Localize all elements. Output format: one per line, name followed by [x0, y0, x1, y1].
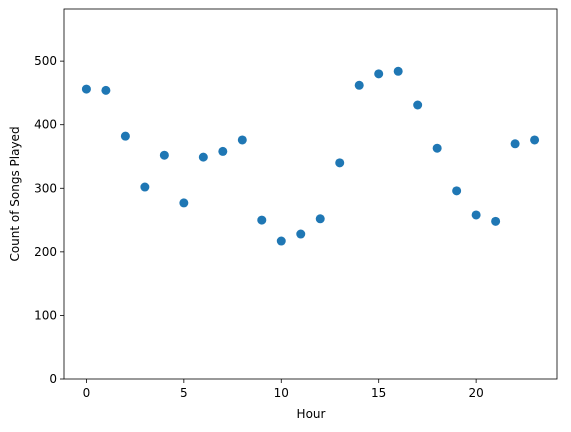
point: [354, 80, 364, 90]
point: [81, 84, 91, 94]
point: [374, 69, 384, 79]
y-tick-label: 400: [34, 118, 57, 132]
x-tick-label: 5: [180, 386, 188, 400]
y-tick-label: 0: [49, 372, 57, 386]
point: [237, 135, 247, 145]
plot-frame: [63, 8, 558, 380]
y-tick-label: 200: [34, 245, 57, 259]
point: [257, 215, 267, 225]
y-tick-label: 300: [34, 181, 57, 195]
x-tick-label: 0: [83, 386, 91, 400]
x-tick-label: 15: [371, 386, 386, 400]
point: [452, 186, 462, 196]
y-axis-label: Count of Songs Played: [8, 126, 22, 261]
point: [179, 198, 189, 208]
point: [413, 100, 423, 110]
point: [530, 135, 540, 145]
point: [159, 150, 169, 160]
x-tick-label: 20: [468, 386, 483, 400]
point: [120, 131, 130, 141]
x-axis-label: Hour: [297, 407, 326, 421]
point: [315, 214, 325, 224]
point: [393, 66, 403, 76]
x-tick-label: 10: [274, 386, 289, 400]
point: [101, 85, 111, 95]
point: [335, 158, 345, 168]
point: [510, 139, 520, 149]
point: [432, 143, 442, 153]
y-tick-label: 500: [34, 54, 57, 68]
point: [296, 229, 306, 239]
point: [471, 210, 481, 220]
point: [276, 236, 286, 246]
point: [198, 152, 208, 162]
point: [491, 216, 501, 226]
point: [218, 146, 228, 156]
y-tick-label: 100: [34, 308, 57, 322]
point: [140, 182, 150, 192]
